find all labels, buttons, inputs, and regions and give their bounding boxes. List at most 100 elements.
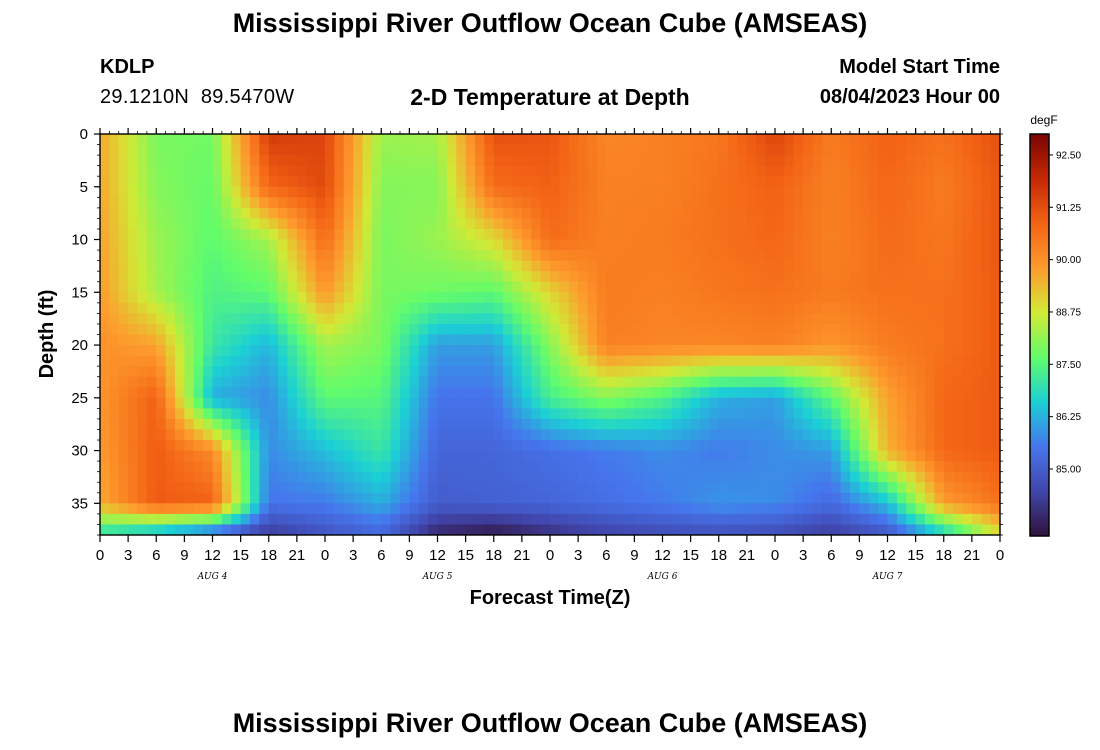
heatmap-cell (971, 366, 982, 378)
y-tick-label: 10 (71, 232, 88, 249)
heatmap-cell (765, 408, 776, 420)
heatmap-cell (456, 197, 467, 209)
heatmap-cell (250, 155, 260, 167)
heatmap-cell (653, 260, 663, 272)
heatmap-cell (325, 461, 335, 473)
heatmap-cell (493, 345, 504, 356)
heatmap-cell (503, 260, 513, 272)
heatmap-cell (634, 155, 645, 167)
heatmap-cell (137, 387, 148, 399)
heatmap-cell (728, 450, 738, 462)
heatmap-cell (287, 313, 298, 325)
heatmap-cell (109, 450, 120, 462)
heatmap-cell (896, 260, 907, 272)
heatmap-cell (915, 176, 926, 188)
heatmap-cell (859, 482, 870, 494)
heatmap-cell (109, 292, 120, 304)
heatmap-cell (400, 334, 410, 346)
heatmap-cell (718, 250, 729, 262)
heatmap-cell (662, 239, 673, 251)
heatmap-cell (868, 471, 879, 483)
heatmap-cell (990, 197, 1001, 209)
heatmap-cell (259, 165, 270, 177)
heatmap-cell (203, 397, 213, 409)
heatmap-cell (606, 260, 617, 272)
heatmap-cell (653, 461, 663, 473)
heatmap-cell (550, 513, 560, 525)
heatmap-cell (887, 176, 898, 188)
heatmap-cell (540, 482, 551, 494)
heatmap-cell (418, 387, 429, 399)
heatmap-cell (803, 207, 813, 219)
heatmap-cell (812, 418, 823, 430)
heatmap-cell (306, 503, 317, 515)
heatmap-cell (221, 239, 232, 251)
heatmap-cell (231, 334, 242, 346)
heatmap-cell (493, 503, 504, 515)
heatmap-cell (840, 524, 851, 536)
heatmap-cell (334, 186, 345, 198)
heatmap-cell (653, 186, 663, 198)
heatmap-cell (587, 134, 598, 145)
heatmap-cell (803, 292, 813, 304)
heatmap-cell (915, 144, 926, 156)
heatmap-cell (896, 176, 907, 188)
heatmap-cell (803, 524, 813, 536)
heatmap-cell (625, 281, 635, 293)
heatmap-cell (925, 366, 935, 378)
heatmap-cell (531, 281, 542, 293)
heatmap-cell (334, 144, 345, 156)
heatmap-cell (925, 376, 935, 388)
heatmap-cell (418, 165, 429, 177)
heatmap-cell (278, 376, 288, 388)
heatmap-cell (287, 186, 298, 198)
heatmap-cell (100, 524, 110, 536)
heatmap-cell (568, 366, 579, 378)
heatmap-cell (100, 165, 110, 177)
heatmap-cell (296, 218, 307, 230)
heatmap-cell (953, 345, 963, 356)
heatmap-cell (971, 482, 982, 494)
heatmap-cell (353, 218, 363, 230)
heatmap-cell (690, 207, 701, 219)
heatmap-cell (221, 334, 232, 346)
heatmap-cell (400, 197, 410, 209)
heatmap-cell (718, 461, 729, 473)
heatmap-cell (615, 323, 626, 335)
heatmap-cell (906, 334, 917, 346)
heatmap-cell (962, 281, 973, 293)
heatmap-cell (334, 366, 345, 378)
heatmap-cell (943, 492, 954, 504)
heatmap-cell (812, 513, 823, 525)
heatmap-cell (962, 482, 973, 494)
heatmap-cell (128, 503, 138, 515)
heatmap-cell (240, 207, 251, 219)
heatmap-cell (353, 440, 363, 451)
heatmap-cell (821, 186, 832, 198)
heatmap-cell (606, 292, 617, 304)
heatmap-cell (390, 176, 401, 188)
heatmap-cell (896, 228, 907, 240)
heatmap-cell (906, 165, 917, 177)
heatmap-cell (550, 197, 560, 209)
heatmap-cell (325, 513, 335, 525)
heatmap-cell (653, 482, 663, 494)
heatmap-cell (278, 440, 288, 451)
heatmap-cell (306, 302, 317, 314)
heatmap-cell (615, 345, 626, 356)
heatmap-cell (550, 271, 560, 283)
heatmap-cell (859, 334, 870, 346)
heatmap-cell (371, 366, 382, 378)
heatmap-cell (212, 144, 223, 156)
heatmap-cell (775, 461, 785, 473)
heatmap-cell (737, 345, 748, 356)
heatmap-cell (700, 334, 710, 346)
heatmap-cell (606, 239, 617, 251)
heatmap-cell (840, 387, 851, 399)
heatmap-cell (371, 418, 382, 430)
heatmap-cell (681, 376, 692, 388)
heatmap-cell (793, 345, 804, 356)
heatmap-cell (428, 207, 438, 219)
heatmap-cell (146, 313, 157, 325)
heatmap-cell (512, 186, 523, 198)
